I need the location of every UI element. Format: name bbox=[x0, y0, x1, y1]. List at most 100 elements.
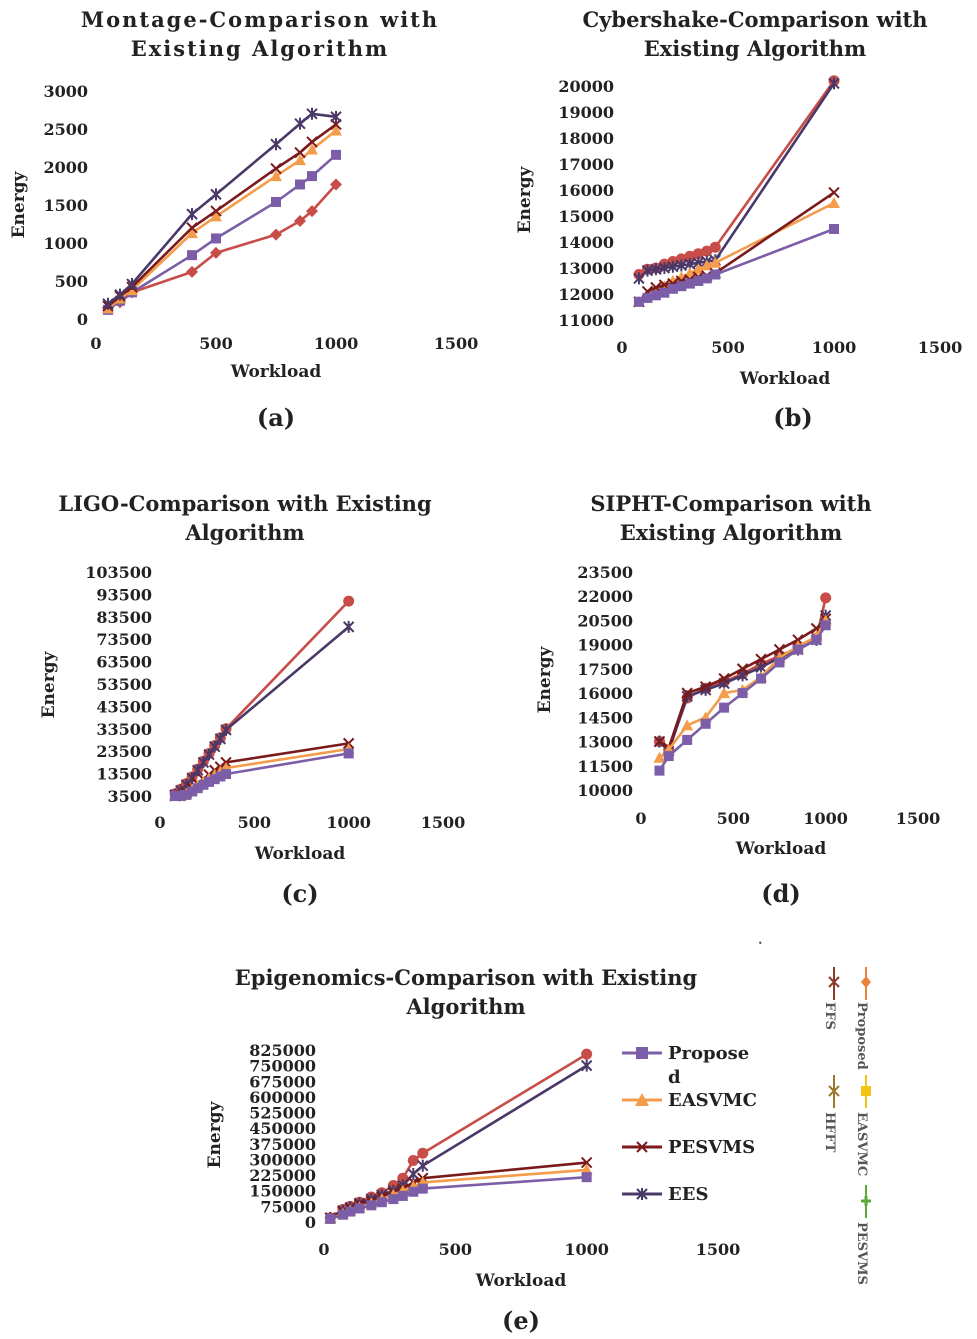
x-tick-label: 1000 bbox=[326, 813, 371, 832]
data-point bbox=[653, 735, 666, 748]
data-point bbox=[811, 634, 822, 645]
y-tick-label: 11500 bbox=[577, 757, 633, 776]
data-point bbox=[701, 245, 713, 257]
chart-title-line1: Montage-Comparison with bbox=[81, 7, 439, 32]
data-point bbox=[306, 205, 318, 218]
data-point bbox=[580, 1156, 593, 1169]
x-tick-label: 500 bbox=[199, 334, 232, 353]
y-tick-label: 13000 bbox=[577, 733, 633, 752]
x-tick-label: 1500 bbox=[896, 809, 941, 828]
data-point bbox=[773, 643, 786, 656]
x-axis-label: Workload bbox=[230, 362, 322, 382]
x-tick-label: 1500 bbox=[696, 1240, 741, 1259]
data-point bbox=[700, 718, 711, 729]
y-tick-label: 15000 bbox=[558, 207, 614, 226]
side-legend-item-pesvms: PESVMS bbox=[854, 1185, 871, 1285]
side-legend-item-ffs: FFS bbox=[822, 967, 840, 1030]
chart-title-line1: Cybershake-Comparison with bbox=[582, 7, 927, 32]
chart-epigenomics: Epigenomics-Comparison with Existing Alg… bbox=[205, 965, 698, 1335]
series-pesvms bbox=[653, 613, 832, 754]
data-point bbox=[820, 592, 832, 604]
data-point bbox=[271, 196, 281, 207]
data-point bbox=[828, 186, 840, 199]
y-tick-label: 16000 bbox=[577, 684, 633, 703]
x-tick-label: 1000 bbox=[803, 809, 848, 828]
chart-title-line1: Epigenomics-Comparison with Existing bbox=[235, 965, 698, 990]
data-point bbox=[642, 292, 653, 303]
series-line bbox=[638, 82, 836, 280]
legend-item-ees: EES bbox=[622, 1184, 708, 1205]
legend-x-marker bbox=[636, 1141, 648, 1153]
y-tick-label: 11000 bbox=[558, 311, 614, 330]
y-tick-label: 600000 bbox=[249, 1088, 316, 1107]
data-point bbox=[581, 1048, 593, 1060]
data-point bbox=[828, 77, 840, 90]
data-point bbox=[756, 673, 767, 684]
data-point bbox=[175, 791, 186, 801]
data-point bbox=[580, 1059, 593, 1072]
series-proposed bbox=[170, 748, 354, 801]
y-tick-label: 20500 bbox=[577, 611, 633, 630]
y-tick-label: 18000 bbox=[558, 129, 614, 148]
data-point bbox=[211, 233, 221, 244]
y-tick-label: 83500 bbox=[96, 608, 152, 627]
data-point bbox=[397, 1190, 408, 1201]
data-point bbox=[709, 241, 721, 253]
data-point bbox=[407, 1154, 419, 1166]
y-tick-label: 16000 bbox=[558, 181, 614, 200]
data-point bbox=[203, 748, 215, 761]
y-tick-label: 19000 bbox=[577, 636, 633, 655]
chart-title-line2: Algorithm bbox=[405, 994, 525, 1019]
data-point bbox=[294, 154, 306, 166]
series-ees bbox=[169, 620, 355, 801]
chart-cybershake: Cybershake-Comparison with Existing Algo… bbox=[515, 7, 928, 432]
y-tick-label: 23500 bbox=[577, 563, 633, 582]
side-legend-label: Proposed bbox=[854, 1002, 869, 1070]
side-legend-dot: . bbox=[758, 933, 763, 948]
y-tick-label: 20000 bbox=[558, 77, 614, 96]
data-point bbox=[270, 162, 282, 175]
data-point bbox=[210, 188, 222, 201]
data-point bbox=[345, 1206, 356, 1217]
series-pesvms bbox=[324, 1156, 593, 1224]
data-point bbox=[215, 771, 226, 782]
data-point bbox=[681, 719, 694, 731]
series-easvmc bbox=[324, 1163, 593, 1224]
series-red bbox=[102, 178, 342, 314]
side-legend-item-easvmc: EASVMC bbox=[854, 1075, 871, 1176]
y-tick-label: 13000 bbox=[558, 259, 614, 278]
data-point bbox=[792, 644, 803, 655]
side-legend-item-proposed: Proposed bbox=[854, 967, 871, 1070]
x-tick-label: 0 bbox=[90, 334, 101, 353]
data-point bbox=[774, 657, 785, 668]
data-point bbox=[307, 171, 317, 182]
data-point bbox=[330, 110, 342, 123]
x-axis-label: Workload bbox=[254, 844, 346, 864]
data-point bbox=[388, 1194, 399, 1205]
y-tick-label: 450000 bbox=[249, 1119, 316, 1138]
x-tick-label: 1500 bbox=[434, 334, 479, 353]
data-point bbox=[330, 124, 342, 136]
chart-title-line1: LIGO-Comparison with Existing bbox=[58, 491, 432, 516]
plot-area-a: 0 500 1000 1500 2000 2500 3000 0 500 1000 1500 bbox=[43, 82, 478, 353]
data-point bbox=[684, 278, 695, 289]
data-point bbox=[736, 663, 749, 675]
data-point bbox=[192, 764, 204, 777]
legend-triangle-marker bbox=[635, 1093, 649, 1106]
x-tick-label: 1500 bbox=[421, 813, 466, 832]
y-axis-label: Energy bbox=[515, 165, 535, 233]
y-tick-label: 19000 bbox=[558, 103, 614, 122]
legend-label: Propose bbox=[668, 1043, 749, 1064]
data-point bbox=[699, 680, 712, 693]
data-point bbox=[692, 248, 704, 260]
data-point bbox=[325, 1213, 336, 1224]
data-point bbox=[820, 620, 831, 631]
y-tick-label: 23500 bbox=[96, 742, 152, 761]
data-point bbox=[828, 197, 840, 208]
data-point bbox=[718, 672, 730, 685]
data-point bbox=[220, 723, 232, 736]
x-tick-label: 0 bbox=[635, 809, 646, 828]
data-point bbox=[126, 278, 138, 291]
data-point bbox=[102, 297, 114, 310]
